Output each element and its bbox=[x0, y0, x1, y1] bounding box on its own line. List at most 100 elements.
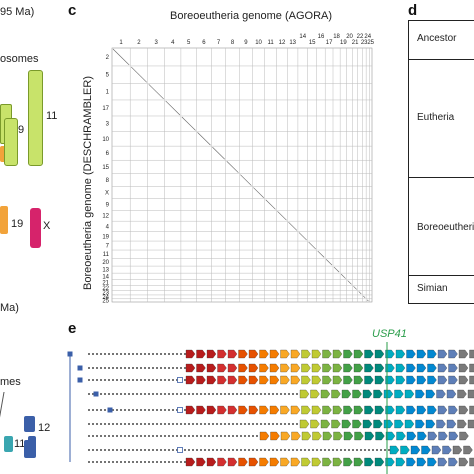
gene-arrow bbox=[374, 375, 385, 385]
gene-arrow bbox=[270, 431, 280, 441]
gene-arrow bbox=[280, 375, 290, 385]
gene-arrow bbox=[311, 457, 322, 467]
panel-d-row-boreoeutheria: Boreoeutheria bbox=[417, 222, 474, 233]
gene-arrow bbox=[438, 431, 448, 441]
gene-arrow bbox=[406, 363, 416, 373]
gene-arrow bbox=[238, 363, 248, 373]
panel-d-divider bbox=[409, 177, 474, 178]
gene-arrow bbox=[259, 363, 269, 373]
x-tick-label: 23 bbox=[361, 40, 368, 46]
gene-arrow bbox=[269, 363, 280, 373]
gene-arrow bbox=[217, 375, 227, 385]
gene-arrow bbox=[467, 389, 474, 399]
tree-node bbox=[67, 351, 73, 357]
gene-arrow bbox=[459, 431, 469, 441]
gene-arrow bbox=[301, 431, 312, 441]
synteny-segment bbox=[253, 187, 264, 198]
gene-arrow bbox=[280, 457, 290, 467]
x-tick-label: 19 bbox=[340, 40, 347, 46]
x-tick-label: 15 bbox=[309, 40, 316, 46]
gene-arrow bbox=[373, 389, 383, 399]
gene-arrow bbox=[446, 419, 457, 429]
gene-arrow bbox=[280, 349, 290, 359]
gene-arrow bbox=[259, 431, 270, 441]
gene-arrow bbox=[353, 349, 364, 359]
gene-arrow bbox=[206, 349, 217, 359]
gene-arrow bbox=[196, 405, 206, 415]
y-tick-label: 20 bbox=[102, 260, 109, 266]
y-tick-label: 25 bbox=[102, 298, 109, 304]
gene-arrow bbox=[416, 375, 427, 385]
gene-arrow bbox=[364, 457, 374, 467]
gene-arrow bbox=[374, 363, 385, 373]
gene-arrow bbox=[436, 389, 446, 399]
gene-arrow bbox=[389, 445, 400, 455]
gene-arrow bbox=[331, 419, 341, 429]
gene-arrow bbox=[394, 419, 404, 429]
gene-arrow bbox=[322, 349, 332, 359]
gene-arrow bbox=[217, 405, 227, 415]
gene-arrow bbox=[227, 405, 238, 415]
gene-arrow bbox=[406, 375, 416, 385]
x-tick-label: 9 bbox=[244, 40, 248, 46]
gene-arrow bbox=[458, 349, 469, 359]
x-tick-label: 24 bbox=[364, 34, 371, 40]
synteny-segment bbox=[325, 259, 333, 266]
gene-arrow bbox=[410, 445, 421, 455]
gene-arrow bbox=[331, 389, 341, 399]
y-tick-label: 13 bbox=[102, 268, 109, 274]
synteny-segment bbox=[265, 199, 276, 210]
y-tick-label: 10 bbox=[102, 137, 109, 143]
synteny-segment bbox=[165, 100, 181, 116]
chromosome-11-bar bbox=[28, 70, 43, 166]
gene-arrow bbox=[332, 349, 343, 359]
gene-arrow bbox=[311, 405, 322, 415]
gene-arrow bbox=[385, 405, 395, 415]
gene-arrow bbox=[311, 375, 322, 385]
chromosome-x-label: X bbox=[43, 220, 51, 232]
panel-d-row-simian: Simian bbox=[417, 283, 448, 294]
y-tick-label: 3 bbox=[106, 122, 110, 128]
gene-arrow bbox=[248, 405, 259, 415]
gene-arrow bbox=[332, 405, 343, 415]
gene-arrow bbox=[364, 363, 374, 373]
synteny-segment bbox=[197, 132, 211, 146]
gene-arrow bbox=[311, 349, 322, 359]
gene-arrow bbox=[269, 375, 280, 385]
chromosome-11b-label: 11 bbox=[14, 438, 26, 450]
usp41-gene-label: USP41 bbox=[372, 328, 407, 340]
gene-arrow bbox=[301, 405, 311, 415]
y-tick-label: 7 bbox=[106, 244, 110, 250]
x-tick-label: 25 bbox=[367, 40, 374, 46]
y-tick-label: X bbox=[105, 191, 109, 197]
x-tick-label: 14 bbox=[299, 34, 306, 40]
chromosomes-label-bottom: mes bbox=[0, 376, 21, 388]
gene-arrow bbox=[404, 389, 415, 399]
gene-arrow bbox=[185, 375, 196, 385]
chromosome-11-label: 11 bbox=[46, 110, 58, 122]
tree-leaf-node bbox=[177, 407, 183, 413]
x-tick-label: 17 bbox=[326, 40, 333, 46]
gene-arrow bbox=[362, 389, 373, 399]
gene-arrow bbox=[416, 349, 427, 359]
gene-arrow bbox=[437, 349, 448, 359]
gene-arrow bbox=[312, 431, 322, 441]
gene-arrow bbox=[343, 405, 353, 415]
gene-arrow bbox=[238, 375, 248, 385]
gene-arrow bbox=[353, 405, 364, 415]
y-tick-label: 14 bbox=[102, 274, 109, 280]
chromosome-blue-bar-2 bbox=[24, 416, 35, 432]
synteny-segment bbox=[226, 161, 239, 173]
gene-arrow bbox=[416, 363, 427, 373]
gene-arrow bbox=[425, 419, 436, 429]
panel-e-label: e bbox=[68, 320, 77, 337]
gene-arrow bbox=[217, 457, 227, 467]
gene-arrow bbox=[290, 349, 301, 359]
gene-arrow bbox=[395, 457, 406, 467]
gene-arrow bbox=[448, 375, 458, 385]
gene-arrow bbox=[396, 431, 406, 441]
x-tick-label: 12 bbox=[279, 40, 286, 46]
gene-arrow bbox=[415, 419, 425, 429]
y-tick-label: 11 bbox=[103, 252, 110, 258]
